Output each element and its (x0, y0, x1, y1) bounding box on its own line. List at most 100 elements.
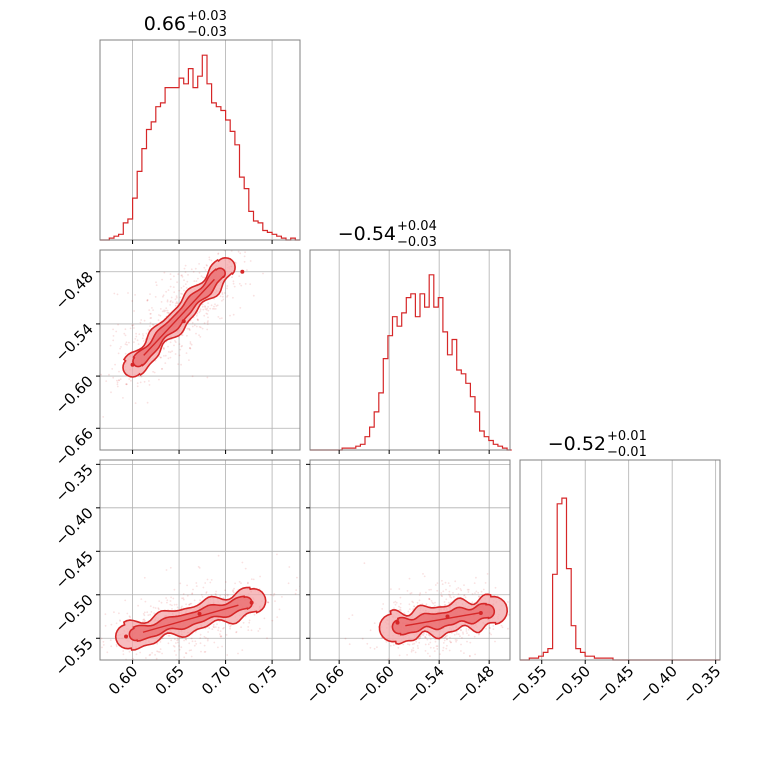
sample-point (460, 650, 462, 652)
sample-point (166, 300, 169, 303)
sample-point (444, 581, 447, 584)
sample-point (151, 307, 153, 309)
sample-point (287, 582, 290, 585)
sample-point (229, 625, 232, 628)
sample-point (435, 645, 438, 648)
sample-point (159, 648, 162, 650)
sample-point (195, 332, 197, 335)
sample-point (173, 645, 176, 648)
sample-point (91, 634, 93, 636)
sample-point (442, 649, 444, 652)
sample-point (209, 581, 212, 584)
sample-point (500, 624, 503, 627)
sample-point (188, 603, 191, 606)
sample-point (142, 618, 145, 621)
sample-point (249, 260, 252, 262)
sample-point (198, 567, 201, 569)
sample-point (173, 275, 175, 278)
sample-point (143, 618, 146, 621)
sample-point (344, 637, 347, 640)
sample-point (423, 575, 426, 578)
sample-point (139, 381, 142, 384)
sample-point (385, 641, 388, 643)
sample-point (169, 600, 172, 602)
sample-point (235, 631, 238, 633)
sample-point (95, 418, 97, 420)
sample-point (139, 651, 142, 654)
sample-point (194, 267, 197, 270)
sample-point (219, 295, 222, 298)
sample-point (222, 298, 225, 301)
sample-point (150, 611, 153, 613)
sample-point (171, 301, 174, 304)
sample-point (467, 628, 470, 631)
sample-point (204, 305, 206, 308)
sample-point (428, 634, 430, 636)
sample-point (228, 221, 230, 223)
sample-point (416, 645, 419, 647)
sample-point (184, 652, 187, 654)
sample-point (178, 289, 181, 292)
sample-point (154, 654, 157, 656)
axes-frame (99, 249, 301, 451)
sample-point (449, 585, 451, 587)
sample-point (203, 276, 206, 279)
sample-point (466, 588, 469, 591)
sample-point (411, 649, 413, 651)
sample-point (440, 594, 443, 597)
sample-point (95, 626, 97, 628)
sample-point (126, 343, 128, 346)
sample-point (163, 355, 165, 357)
sample-point (126, 612, 129, 615)
sample-point (445, 598, 448, 601)
sample-point (167, 289, 170, 291)
sample-point (240, 284, 243, 287)
sample-point (189, 341, 192, 343)
sample-point (296, 576, 298, 579)
sample-point (511, 634, 513, 636)
sample-point (174, 340, 176, 342)
sample-point (409, 592, 412, 595)
sample-point (169, 285, 172, 288)
sample-point (274, 600, 276, 602)
sample-point (169, 301, 172, 303)
sample-point (178, 645, 180, 647)
sample-point (478, 595, 480, 597)
sample-point (85, 629, 87, 631)
sample-point (475, 576, 477, 579)
sample-point (366, 642, 369, 645)
sample-point (389, 644, 392, 647)
sample-point (460, 589, 463, 592)
sample-point (189, 347, 192, 350)
sample-point (444, 635, 447, 638)
sample-point (454, 638, 457, 641)
sample-point (198, 311, 201, 314)
sample-point (192, 271, 195, 273)
sample-point (189, 347, 191, 349)
sample-point (152, 606, 155, 609)
sample-point (232, 590, 234, 593)
sample-point (191, 321, 194, 324)
sample-point (125, 383, 128, 386)
sample-point (507, 627, 509, 630)
panel-title-upper-error: +0.04 (397, 219, 437, 234)
sample-point (238, 275, 241, 277)
sample-point (143, 620, 146, 623)
x-tick-label: 0.65 (152, 662, 188, 698)
sample-point (213, 305, 215, 308)
sample-point (207, 309, 210, 312)
sample-point (146, 611, 149, 614)
sample-point (185, 652, 188, 655)
sample-point (221, 293, 224, 295)
sample-point (104, 613, 107, 616)
sample-point (142, 334, 145, 337)
sample-point (158, 600, 161, 602)
x-tick-label: −0.50 (549, 662, 594, 707)
sample-point (237, 250, 240, 253)
sample-point (169, 351, 172, 354)
sample-point (194, 630, 197, 633)
sample-point (128, 378, 131, 380)
axes-frame (519, 459, 721, 661)
x-tick-label: −0.40 (636, 662, 681, 707)
sample-point (488, 626, 491, 629)
